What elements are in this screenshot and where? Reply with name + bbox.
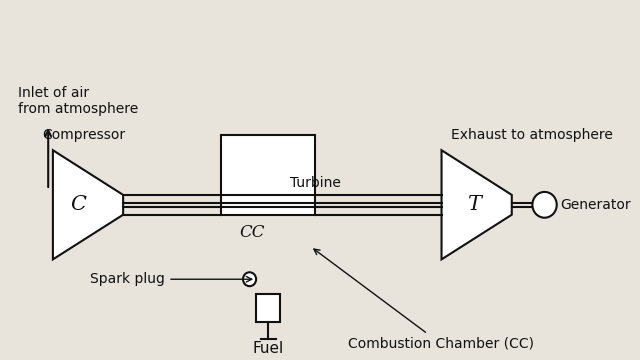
Bar [221, 135, 315, 215]
Polygon shape [53, 150, 123, 260]
Text: Combustion Chamber (CC): Combustion Chamber (CC) [314, 249, 534, 351]
Polygon shape [442, 150, 512, 260]
Text: Fuel: Fuel [253, 341, 284, 356]
Circle shape [243, 272, 256, 286]
Text: CC: CC [239, 224, 265, 241]
Text: T: T [467, 195, 481, 214]
Text: Inlet of air
from atmosphere: Inlet of air from atmosphere [19, 86, 138, 116]
Text: Generator: Generator [561, 198, 631, 212]
Text: C: C [70, 195, 86, 214]
Circle shape [532, 192, 557, 218]
Text: Exhaust to atmosphere: Exhaust to atmosphere [451, 129, 612, 142]
Text: Spark plug: Spark plug [90, 272, 252, 286]
Text: Compressor: Compressor [42, 129, 125, 142]
Bar [256, 294, 280, 322]
Text: Turbine: Turbine [290, 176, 340, 190]
